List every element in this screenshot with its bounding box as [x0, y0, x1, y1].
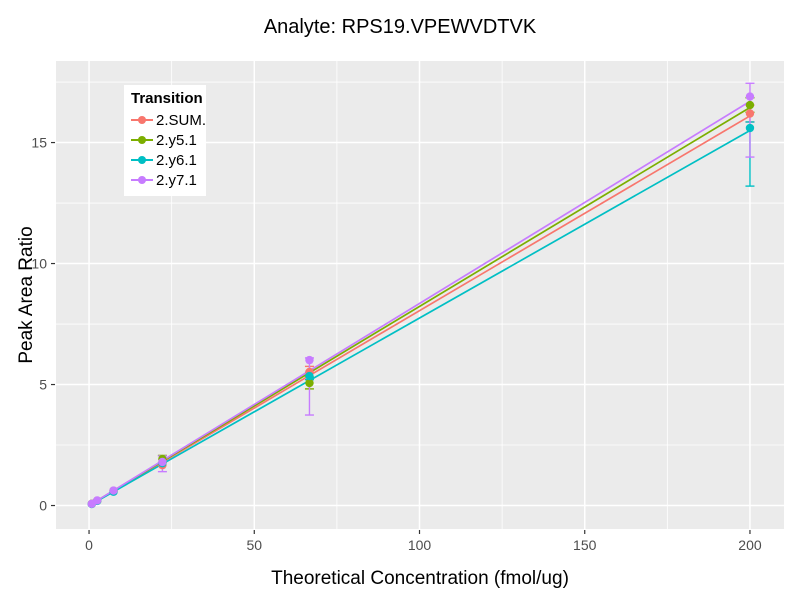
data-point [158, 457, 167, 467]
x-tick-label: 0 [85, 537, 93, 553]
legend-key-line-dot-icon [131, 113, 153, 127]
y-tick-label: 5 [39, 377, 47, 393]
y-axis-title-text: Peak Area Ratio [16, 226, 37, 364]
legend-key-line-dot-icon [131, 153, 153, 167]
legend-item-label: 2.y6.1 [156, 151, 197, 169]
fit-line [91, 106, 751, 505]
legend-key-line-dot-icon [131, 133, 153, 147]
fit-line [91, 129, 751, 505]
data-point [745, 123, 755, 133]
legend-item-2y61: 2.y6.1 [131, 150, 199, 170]
y-tick-label: 10 [31, 256, 47, 272]
data-point [745, 100, 755, 110]
fit-line [91, 100, 751, 505]
legend-key-line-dot-icon [131, 173, 153, 187]
x-tick-label: 100 [408, 537, 432, 553]
data-point [109, 486, 118, 495]
y-tick-label: 15 [31, 135, 47, 151]
x-tick-label: 50 [246, 537, 262, 553]
x-axis-title: Theoretical Concentration (fmol/ug) [271, 568, 569, 589]
data-point [745, 109, 755, 118]
fit-line [91, 115, 751, 505]
x-tick-label: 150 [573, 537, 597, 553]
data-points [87, 92, 755, 509]
legend-item-2y51: 2.y5.1 [131, 130, 199, 150]
data-point [745, 92, 755, 101]
legend-item-label: 2.y5.1 [156, 131, 197, 149]
y-tick-label: 0 [39, 498, 47, 514]
legend-item-2y71: 2.y7.1 [131, 170, 199, 190]
data-point [93, 496, 102, 505]
legend-item-label: 2.y7.1 [156, 171, 197, 189]
x-tick-label: 200 [738, 537, 762, 553]
legend-item-label: 2.SUM. [156, 111, 207, 129]
data-point [305, 378, 314, 388]
fit-lines [91, 100, 751, 505]
chart-title: Analyte: RPS19.VPEWVDTVK [263, 16, 537, 38]
axes: 0 50 100 150 200 0 5 10 15 [31, 135, 761, 553]
data-point [305, 355, 314, 365]
legend-title: Transition [131, 90, 203, 107]
gridlines [56, 61, 784, 529]
data-point [305, 371, 314, 381]
legend: Transition 2.SUM. 2.y5.1 2.y6.1 2.y7.1 [124, 85, 206, 196]
legend-item-2sum: 2.SUM. [131, 110, 206, 130]
